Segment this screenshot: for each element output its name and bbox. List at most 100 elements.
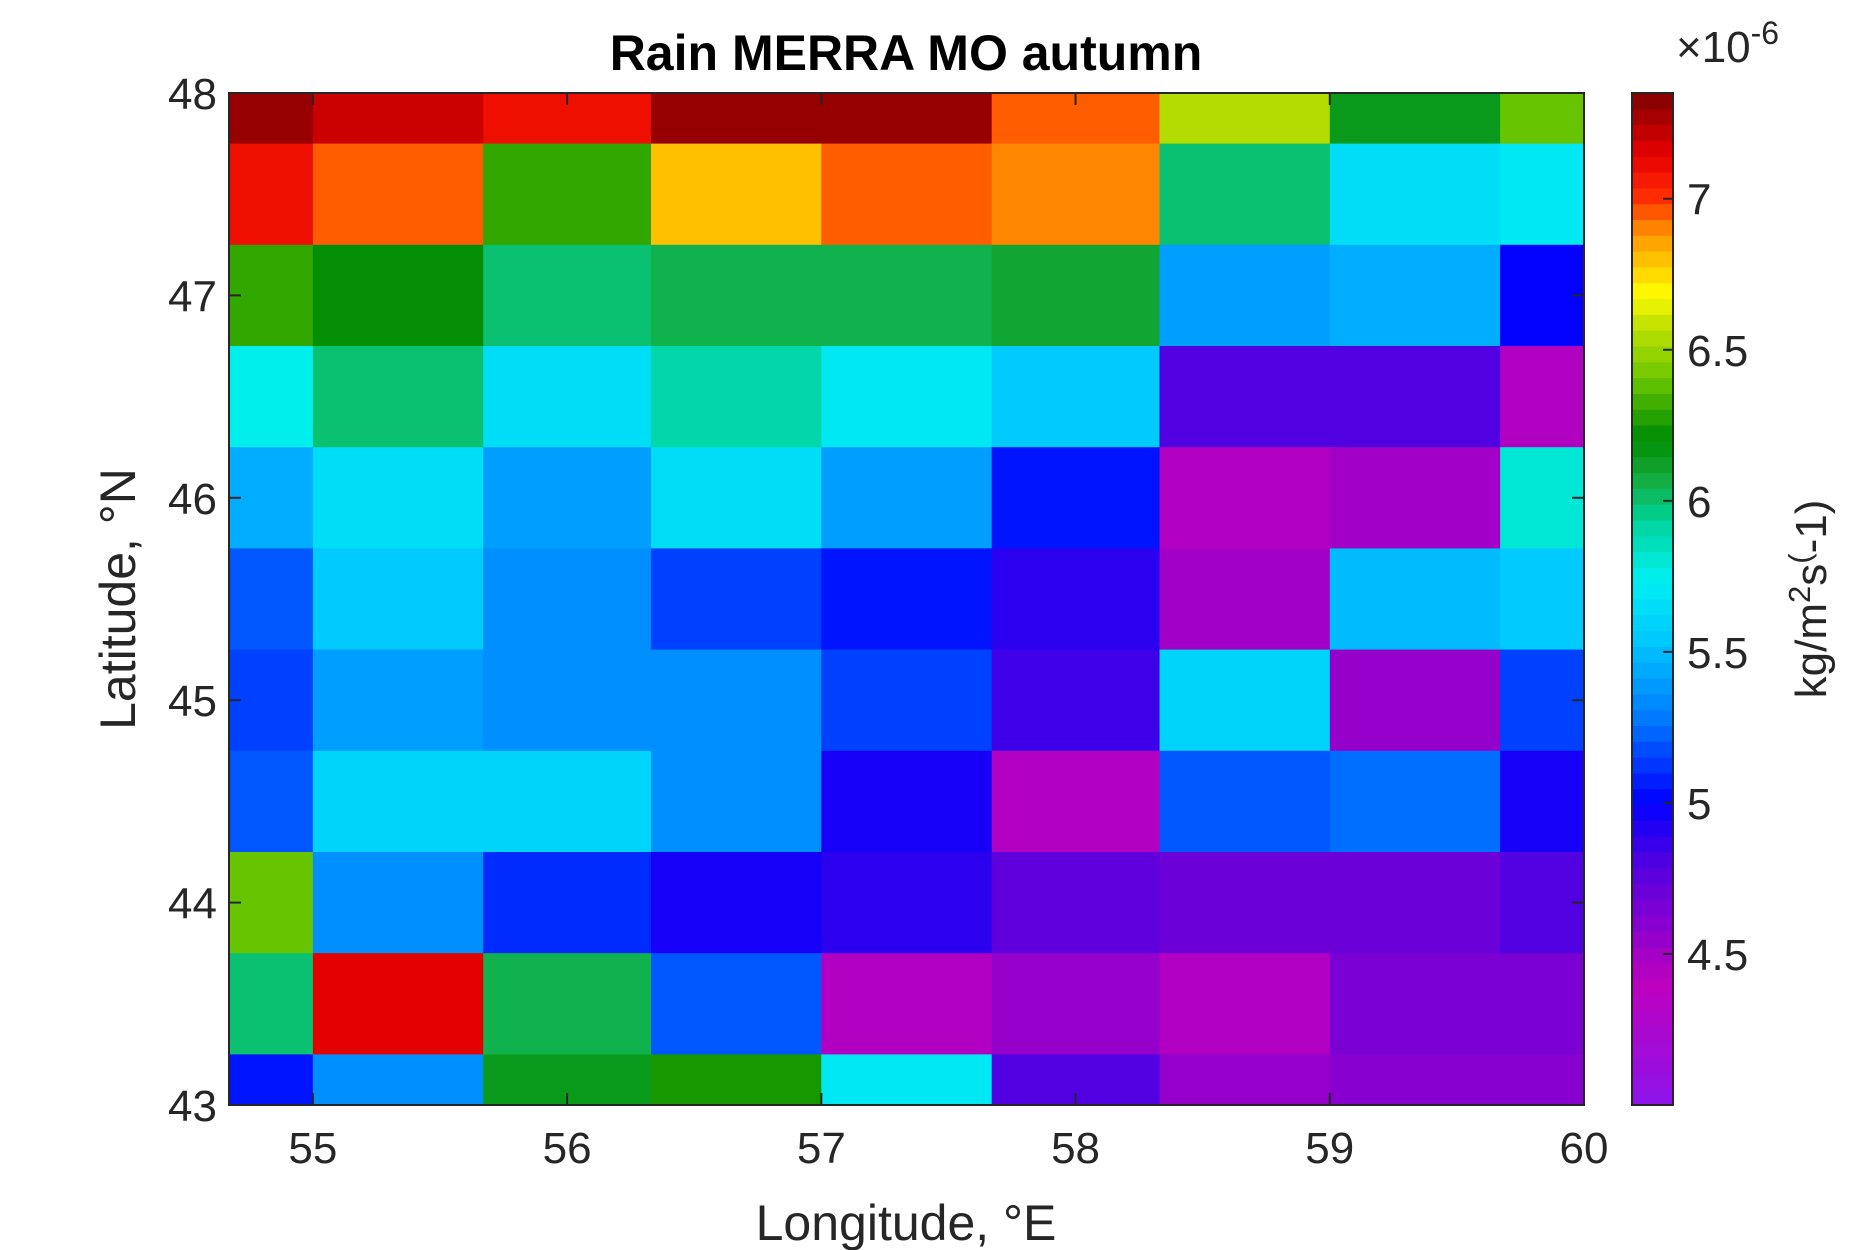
colorbar-tick-label: 4.5 xyxy=(1687,931,1748,980)
colorbar-step xyxy=(1632,614,1673,632)
heatmap-cell xyxy=(1159,548,1331,651)
colorbar-step xyxy=(1632,1089,1673,1106)
heatmap-cell xyxy=(991,346,1161,448)
colorbar-step xyxy=(1632,203,1673,220)
heatmap-cell xyxy=(821,346,993,448)
heatmap-cell xyxy=(821,852,993,954)
colorbar-step xyxy=(1632,172,1673,189)
heatmap-cell xyxy=(1500,750,1585,853)
colorbar-step xyxy=(1632,709,1673,726)
colorbar-step xyxy=(1632,488,1673,505)
heatmap-cell xyxy=(651,750,822,853)
heatmap-cell xyxy=(1159,750,1331,853)
heatmap-cell xyxy=(312,1054,484,1106)
heatmap-cell xyxy=(1329,93,1501,145)
unit-sup1: 2 xyxy=(1782,586,1817,603)
colorbar-step xyxy=(1632,899,1673,916)
heatmap-cell xyxy=(483,750,652,853)
x-axis-label: Longitude, °E xyxy=(756,1195,1057,1250)
colorbar-step xyxy=(1632,678,1673,695)
colorbar-step xyxy=(1632,931,1673,948)
colorbar-step xyxy=(1632,93,1673,110)
colorbar-step xyxy=(1632,156,1673,173)
heatmap-cell xyxy=(1329,852,1501,954)
colorbar-exponent: ×10-6 xyxy=(1676,15,1779,72)
colorbar-step xyxy=(1632,804,1673,821)
colorbar-step xyxy=(1632,946,1673,964)
colorbar-step xyxy=(1632,266,1673,284)
heatmap-cell xyxy=(1500,346,1585,448)
heatmap-cell xyxy=(821,1054,993,1106)
colorbar-unit-label: kg/m2s(-1) xyxy=(1782,500,1836,699)
heatmap-cell xyxy=(1329,750,1501,853)
heatmap-cell xyxy=(1329,649,1501,752)
colorbar-exponent-base: ×10 xyxy=(1676,23,1751,72)
colorbar-step xyxy=(1632,788,1673,806)
colorbar-step xyxy=(1632,725,1673,742)
colorbar-step xyxy=(1632,1041,1673,1059)
colorbar-step xyxy=(1632,393,1673,410)
colorbar-step xyxy=(1632,219,1673,236)
heatmap-cell xyxy=(483,346,652,448)
heatmap-cell xyxy=(991,649,1161,752)
colorbar-step xyxy=(1632,314,1673,331)
y-axis-ticks: 43 44 45 46 47 48 xyxy=(168,70,1584,1131)
heatmap-cell xyxy=(229,1054,314,1106)
heatmap-cell xyxy=(312,93,484,145)
heatmap-cells xyxy=(229,93,1585,1106)
heatmap-cell xyxy=(229,953,314,1055)
heatmap-cell xyxy=(1159,244,1331,347)
colorbar-step xyxy=(1632,994,1673,1011)
heatmap-cell xyxy=(483,447,652,549)
heatmap-cell xyxy=(991,548,1161,651)
colorbar-step xyxy=(1632,330,1673,347)
heatmap-cell xyxy=(651,852,822,954)
y-tick-label: 43 xyxy=(168,1082,217,1131)
colorbar-step xyxy=(1632,346,1673,363)
colorbar xyxy=(1632,93,1673,1106)
colorbar-step xyxy=(1632,282,1673,300)
colorbar-step xyxy=(1632,1057,1673,1074)
heatmap-cell xyxy=(651,244,822,347)
colorbar-step xyxy=(1632,1073,1673,1090)
heatmap-cell xyxy=(312,548,484,651)
colorbar-step xyxy=(1632,883,1673,900)
heatmap-cell xyxy=(651,953,822,1055)
colorbar-tick-label: 7 xyxy=(1687,176,1711,225)
colorbar-step xyxy=(1632,519,1673,537)
heatmap-cell xyxy=(312,447,484,549)
heatmap-cell xyxy=(229,649,314,752)
heatmap-cell xyxy=(1159,346,1331,448)
heatmap-cell xyxy=(1500,244,1585,347)
x-tick-label: 57 xyxy=(797,1124,846,1173)
colorbar-ticks: 4.5 5 5.5 6 6.5 7 xyxy=(1663,176,1748,980)
y-tick-label: 46 xyxy=(168,475,217,524)
colorbar-step xyxy=(1632,772,1673,790)
heatmap-cell xyxy=(1500,649,1585,752)
colorbar-step xyxy=(1632,108,1673,126)
colorbar-step xyxy=(1632,472,1673,489)
heatmap-cell xyxy=(229,852,314,954)
heatmap-cell xyxy=(651,447,822,549)
y-tick-label: 47 xyxy=(168,272,217,321)
heatmap-cell xyxy=(1500,953,1585,1055)
colorbar-step xyxy=(1632,251,1673,268)
heatmap-cell xyxy=(1159,447,1331,549)
colorbar-step xyxy=(1632,599,1673,616)
heatmap-cell xyxy=(1159,953,1331,1055)
colorbar-step xyxy=(1632,425,1673,442)
y-axis-label: Latitude, °N xyxy=(90,468,146,730)
heatmap-cell xyxy=(821,143,993,246)
heatmap-cell xyxy=(1329,244,1501,347)
heatmap-cell xyxy=(1159,649,1331,752)
colorbar-step xyxy=(1632,646,1673,663)
colorbar-step xyxy=(1632,456,1673,473)
colorbar-step xyxy=(1632,962,1673,979)
heatmap-cell xyxy=(1500,143,1585,246)
heatmap-cell xyxy=(651,548,822,651)
x-tick-label: 59 xyxy=(1305,1124,1354,1173)
heatmap-cell xyxy=(483,953,652,1055)
heatmap-cell xyxy=(1329,953,1501,1055)
heatmap-cell xyxy=(821,649,993,752)
